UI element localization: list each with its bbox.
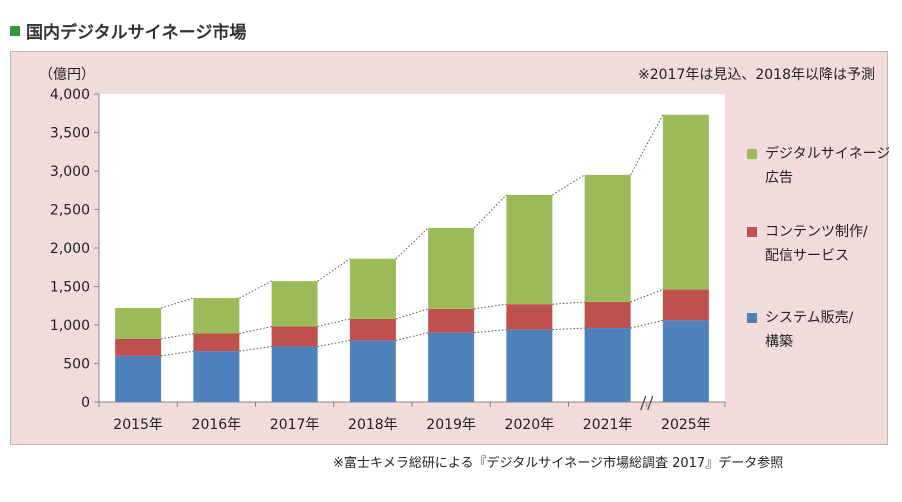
- y-tick-label: 4,000: [50, 87, 90, 103]
- connector-line: [395, 227, 429, 260]
- x-tick-label: 2021年: [583, 417, 633, 433]
- legend-label: システム販売/: [765, 310, 854, 326]
- source-footnote: ※富士キメラ総研による『デジタルサイネージ市場総調査 2017』データ参照: [333, 456, 784, 471]
- connector-line: [160, 297, 194, 309]
- x-tick-label: 2015年: [113, 417, 163, 433]
- bar-segment: [584, 301, 631, 329]
- y-tick-label: 3,000: [50, 164, 90, 180]
- y-tick-label: 1,000: [50, 318, 90, 334]
- y-tick-label: 2,000: [50, 241, 90, 257]
- bar-segment: [115, 308, 162, 339]
- y-tick-label: 500: [63, 357, 90, 373]
- chart-title: 国内デジタルサイネージ市場: [10, 18, 246, 43]
- bar-segment: [662, 320, 709, 402]
- x-tick-label: 2019年: [426, 417, 476, 433]
- bar-segment: [349, 318, 396, 341]
- axis-break-mark: [647, 395, 654, 411]
- title-square-icon: [10, 25, 20, 36]
- bar-segment: [193, 333, 240, 352]
- y-unit-label: （億円）: [39, 67, 95, 83]
- legend-label: 構築: [765, 334, 793, 350]
- legend-label: コンテンツ制作/: [765, 224, 868, 240]
- legend-label: デジタルサイネージ: [765, 145, 889, 162]
- bar-segment: [662, 114, 709, 290]
- x-tick-label: 2016年: [192, 417, 242, 433]
- bar-segment: [349, 258, 396, 319]
- bar-segment: [115, 355, 162, 402]
- legend-label: 配信サービス: [765, 248, 849, 264]
- bar-segment: [428, 332, 475, 402]
- bar-segment: [428, 308, 475, 333]
- bar-segment: [506, 304, 553, 330]
- bar-segment: [271, 346, 318, 402]
- connector-line: [552, 174, 585, 196]
- connector-line: [317, 258, 351, 282]
- x-tick-label: 2025年: [661, 417, 711, 433]
- chart-title-text: 国内デジタルサイネージ市場: [26, 23, 247, 43]
- y-tick-label: 0: [81, 395, 90, 411]
- chart-panel: 0 500 1,000 1,500 2,000 2,500 3,000 3,500 4,000 2…: [10, 51, 889, 445]
- bar-segment: [506, 194, 553, 305]
- connector-line: [630, 289, 664, 303]
- y-tick-label: 1,500: [50, 280, 90, 296]
- stacked-bar-chart: 0 500 1,000 1,500 2,000 2,500 3,000 3,500 4,000 2…: [39, 67, 889, 433]
- x-tick-label: 2020年: [505, 417, 555, 433]
- y-tick-label: 3,500: [50, 126, 90, 142]
- bar-segment: [428, 227, 475, 309]
- connector-line: [239, 280, 272, 299]
- legend-label: 広告: [765, 170, 793, 186]
- x-tick-label: 2018年: [348, 417, 398, 433]
- legend-swatch: [747, 227, 757, 237]
- bar-segment: [271, 281, 318, 327]
- bar-segment: [662, 289, 709, 321]
- y-tick-label: 2,500: [50, 203, 90, 219]
- forecast-note: ※2017年は見込、2018年以降は予測: [638, 67, 875, 83]
- plot-area: [99, 94, 725, 402]
- bar-segment: [271, 326, 318, 347]
- bar-segment: [349, 340, 396, 402]
- connector-line: [630, 114, 664, 176]
- connector-line: [395, 308, 429, 320]
- legend-swatch: [747, 313, 757, 323]
- axis-break-mark: [640, 395, 647, 411]
- bar-segment: [584, 328, 631, 402]
- bar-segment: [584, 174, 631, 302]
- x-tick-label: 2017年: [270, 417, 320, 433]
- connector-line: [473, 194, 507, 229]
- bar-segment: [193, 298, 240, 334]
- legend-swatch: [747, 149, 757, 159]
- bar-segment: [506, 329, 553, 402]
- bar-segment: [193, 351, 240, 402]
- bar-segment: [115, 338, 162, 356]
